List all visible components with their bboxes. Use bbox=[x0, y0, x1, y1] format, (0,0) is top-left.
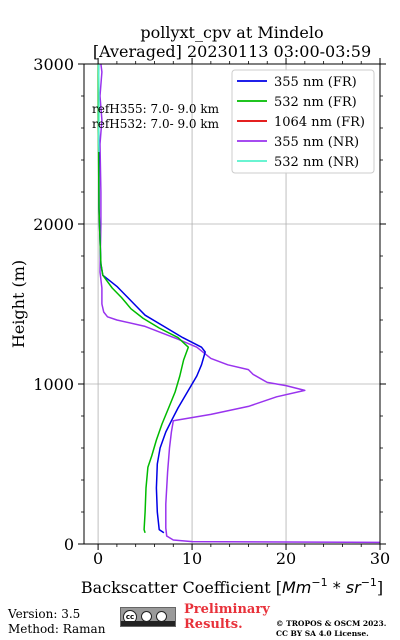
series-lines bbox=[97, 64, 380, 544]
x-tick-label: 20 bbox=[276, 549, 296, 568]
x-axis-label-exp2: −1 bbox=[361, 576, 377, 589]
x-axis-label-text: Backscatter Coefficient [ bbox=[81, 578, 282, 597]
legend-label: 355 nm (NR) bbox=[274, 135, 359, 150]
version-text: Version: 3.5 bbox=[8, 607, 81, 621]
y-axis-label: Height (m) bbox=[9, 260, 28, 348]
preliminary-line1: Preliminary bbox=[184, 602, 270, 617]
cc-license-icon: cc bbox=[120, 607, 176, 627]
x-axis-label: Backscatter Coefficient [Mm−1 * sr−1] bbox=[81, 576, 383, 597]
method-text: Method: Raman bbox=[8, 622, 106, 636]
x-axis-label-end: ] bbox=[377, 578, 383, 597]
x-tick-label: 0 bbox=[93, 549, 103, 568]
series-line-355-nm-nr- bbox=[99, 64, 380, 544]
chart-title-line1: pollyxt_cpv at Mindelo bbox=[140, 23, 323, 42]
x-tick-label: 30 bbox=[370, 549, 390, 568]
preliminary-line2: Results. bbox=[184, 617, 243, 632]
legend-box bbox=[231, 69, 375, 174]
legend-label: 355 nm (FR) bbox=[274, 75, 357, 90]
axis-ticks: 0 10 20 30 0 1000 2000 3000 bbox=[33, 55, 390, 568]
y-tick-label: 1000 bbox=[33, 375, 74, 394]
annotation-refh355: refH355: 7.0- 9.0 km bbox=[92, 102, 220, 116]
series-layer bbox=[97, 64, 380, 544]
x-axis-label-unit2: sr bbox=[346, 578, 362, 597]
legend-label: 532 nm (FR) bbox=[274, 95, 357, 110]
backscatter-chart: pollyxt_cpv at Mindelo [Averaged] 202301… bbox=[9, 23, 390, 597]
legend-label: 1064 nm (FR) bbox=[274, 115, 365, 130]
cc-strip bbox=[121, 621, 175, 626]
copyright-line2: CC BY SA 4.0 License. bbox=[276, 629, 369, 638]
plot-frame bbox=[83, 63, 381, 545]
series-line-532-nm-fr- bbox=[97, 64, 190, 534]
x-axis-label-mid: * bbox=[328, 578, 346, 597]
copyright-line1: © TROPOS & OSCM 2023. bbox=[276, 619, 387, 628]
y-tick-label: 3000 bbox=[33, 55, 74, 74]
series-line-355-nm-fr- bbox=[97, 64, 206, 534]
preliminary-results-text: Preliminary Results. bbox=[184, 602, 270, 632]
legend-label: 532 nm (NR) bbox=[274, 155, 359, 170]
copyright-text: © TROPOS & OSCM 2023. CC BY SA 4.0 Licen… bbox=[276, 619, 386, 639]
x-axis-label-unit1: Mm bbox=[282, 578, 311, 597]
chart-title-line2: [Averaged] 20230113 03:00-03:59 bbox=[93, 42, 371, 61]
x-axis-label-exp1: −1 bbox=[311, 576, 327, 589]
x-tick-label: 10 bbox=[182, 549, 202, 568]
annotation-refh532: refH532: 7.0- 9.0 km bbox=[92, 117, 220, 131]
y-tick-label: 0 bbox=[64, 535, 74, 554]
y-tick-label: 2000 bbox=[33, 215, 74, 234]
legend: 355 nm (FR) 532 nm (FR) 1064 nm (FR) 355 nm… bbox=[231, 69, 375, 174]
